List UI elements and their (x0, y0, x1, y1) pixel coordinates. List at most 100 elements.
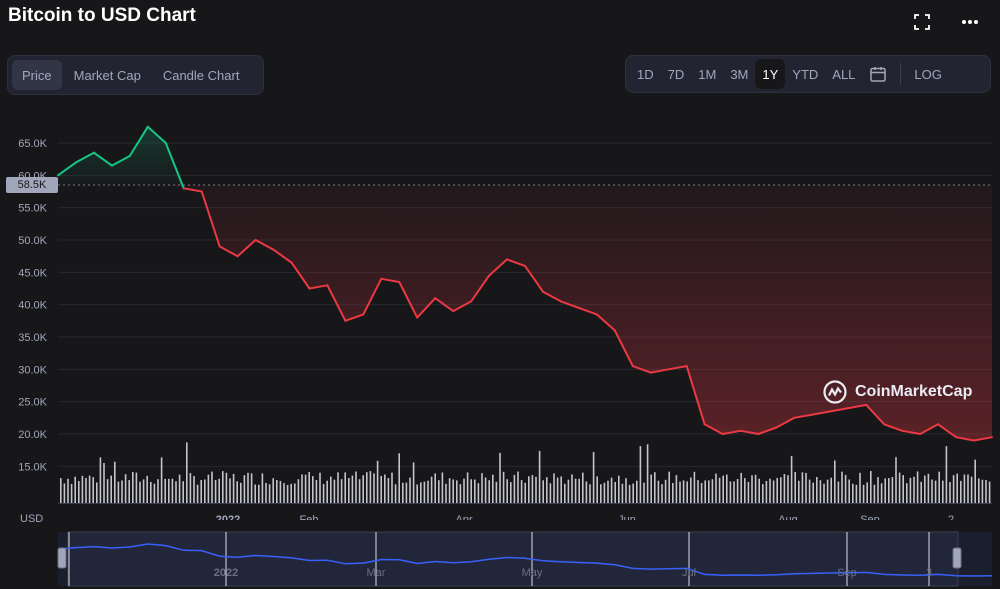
volume-bar (247, 472, 249, 503)
volume-bar (369, 471, 372, 503)
price-line-segment (631, 365, 652, 374)
log-scale-button[interactable]: LOG (914, 66, 942, 82)
volume-bar (214, 480, 217, 503)
volume-bar (70, 483, 73, 503)
volume-bar (261, 473, 264, 503)
navigator-tick-label: 2022 (214, 567, 238, 579)
volume-bar (351, 475, 354, 503)
price-line-segment (577, 306, 598, 316)
volume-bar (733, 481, 735, 503)
volume-bar (254, 484, 256, 503)
volume-bar (805, 472, 807, 503)
volume-bar (250, 473, 253, 503)
volume-bar (506, 479, 508, 503)
volume-bar (150, 481, 152, 503)
volume-bar (844, 474, 847, 503)
price-line-segment (703, 423, 724, 435)
range-all-button[interactable]: ALL (832, 66, 856, 82)
volume-bar (387, 478, 390, 503)
range-1m-button[interactable]: 1M (698, 66, 717, 82)
volume-bar (751, 475, 753, 503)
volume-bar (452, 479, 454, 503)
volume-bar (812, 482, 814, 503)
price-line-segment (92, 151, 113, 167)
volume-bar (970, 476, 973, 503)
volume-bar (218, 478, 220, 503)
volume-bar (722, 475, 724, 503)
volume-bar (938, 471, 940, 503)
fullscreen-icon[interactable] (910, 10, 934, 34)
volume-bar (362, 475, 364, 503)
volume-bar (981, 479, 984, 503)
price-line-segment (398, 281, 419, 319)
volume-bar (621, 483, 624, 503)
volume-bar (798, 480, 800, 503)
calendar-icon[interactable] (862, 59, 894, 89)
volume-bar (229, 478, 231, 503)
volume-bar (711, 479, 714, 503)
volume-bar (520, 480, 523, 503)
range-1y-button[interactable]: 1Y (755, 59, 786, 89)
navigator-selection[interactable] (67, 531, 959, 587)
navigator-line (57, 543, 993, 577)
tab-market-cap[interactable]: Market Cap (73, 67, 141, 83)
volume-bar (553, 473, 555, 503)
more-options-icon[interactable] (958, 10, 982, 34)
price-line-segment (542, 290, 562, 303)
volume-bar (308, 472, 310, 503)
volume-bar (459, 484, 462, 503)
navigator-handle-left[interactable] (57, 547, 67, 569)
y-tick-label: 50.0K (18, 235, 47, 247)
range-3m-button[interactable]: 3M (730, 66, 749, 82)
volume-bar (92, 477, 94, 503)
volume-bar (625, 478, 627, 503)
volume-bar (189, 473, 192, 503)
volume-bar (830, 477, 832, 503)
volume-bar (492, 474, 494, 503)
volume-bar (373, 473, 375, 503)
volume-bar (171, 478, 174, 503)
volume-bar (474, 479, 476, 503)
range-1d-button[interactable]: 1D (637, 66, 654, 82)
range-divider (900, 63, 902, 85)
volume-bar (585, 481, 588, 503)
volume-bar (574, 478, 577, 503)
tab-candle-chart[interactable]: Candle Chart (162, 67, 240, 83)
range-ytd-button[interactable]: YTD (792, 66, 819, 82)
navigator-handle-right[interactable] (952, 547, 962, 569)
volume-bar (74, 476, 76, 503)
volume-bar (484, 477, 487, 503)
volume-bar (96, 482, 98, 503)
price-line-segment (883, 423, 904, 432)
volume-bar (690, 477, 692, 503)
price-line-segment (757, 426, 778, 435)
volume-bar (517, 471, 519, 503)
price-line-segment (218, 245, 239, 258)
volume-bar (816, 477, 818, 503)
volume-bar (380, 475, 382, 503)
volume-bar (67, 478, 69, 503)
volume-bar (211, 471, 213, 503)
volume-bar (538, 450, 541, 503)
volume-bar (841, 471, 843, 503)
tab-price[interactable]: Price (12, 60, 62, 90)
volume-bar (200, 480, 202, 503)
volume-bar (528, 476, 530, 503)
volume-bar (384, 474, 386, 503)
volume-bar (481, 473, 483, 503)
volume-bar (819, 480, 822, 503)
range-7d-button[interactable]: 7D (667, 66, 685, 82)
volume-bar (600, 484, 602, 503)
volume-bar (286, 485, 289, 503)
volume-bar (420, 482, 422, 503)
volume-bar (85, 478, 87, 503)
price-line-segment (110, 154, 131, 167)
price-chart[interactable]: 15.0K 20.0K 25.0K 30.0K 35.0K 40.0K 45.0K 50.0K… (0, 100, 1000, 520)
volume-bar (783, 474, 786, 503)
volume-bar (445, 483, 447, 503)
volume-bar (636, 480, 638, 503)
volume-bar (614, 482, 616, 503)
watermark-text: CoinMarketCap (855, 383, 973, 400)
volume-bar (290, 483, 292, 503)
range-navigator[interactable]: 2022 Mar May Jul Sep 3 (0, 530, 1000, 588)
